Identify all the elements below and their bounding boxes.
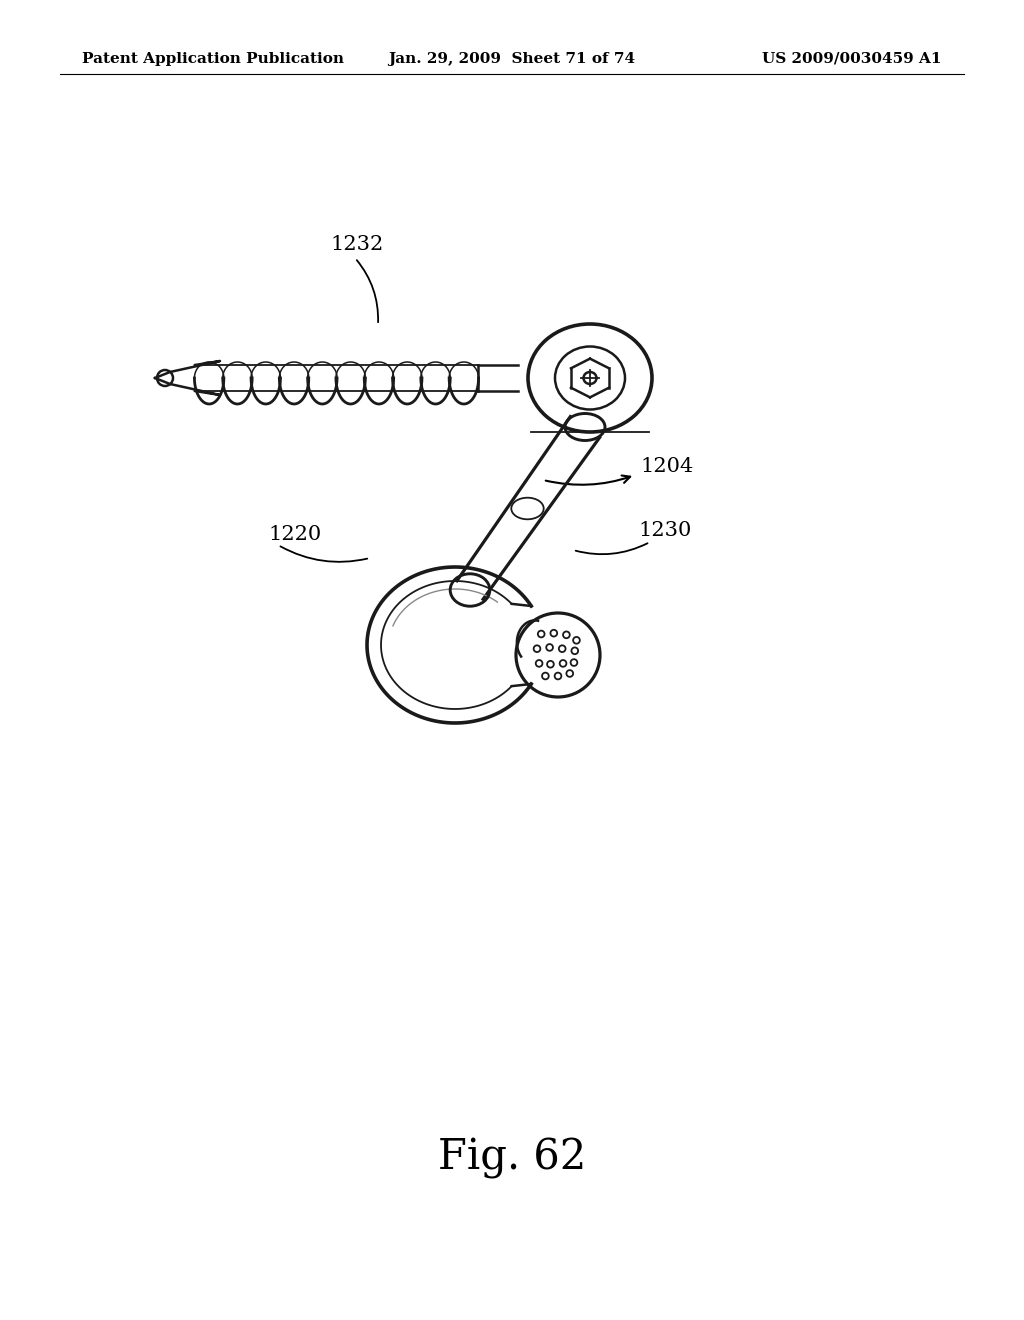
- Text: 1232: 1232: [330, 235, 383, 255]
- Text: US 2009/0030459 A1: US 2009/0030459 A1: [763, 51, 942, 66]
- Text: Jan. 29, 2009  Sheet 71 of 74: Jan. 29, 2009 Sheet 71 of 74: [388, 51, 636, 66]
- Text: Patent Application Publication: Patent Application Publication: [82, 51, 344, 66]
- Text: 1220: 1220: [268, 525, 322, 544]
- Text: 1204: 1204: [640, 458, 693, 477]
- Text: Fig. 62: Fig. 62: [438, 1137, 586, 1179]
- Text: 1230: 1230: [638, 520, 691, 540]
